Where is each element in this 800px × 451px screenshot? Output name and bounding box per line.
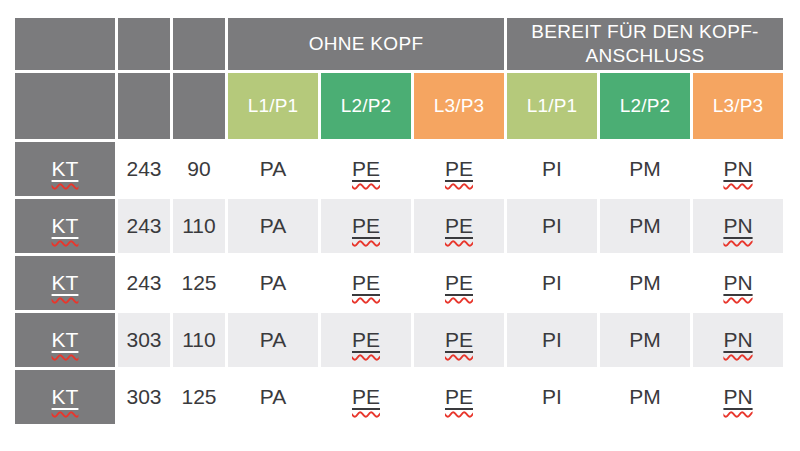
value-cell: PE xyxy=(414,142,504,196)
size-cell: 243 xyxy=(118,199,170,253)
table-row: KT 243 90 PA PE PE PI PM PN xyxy=(15,142,783,196)
value-cell: PM xyxy=(600,313,690,367)
value-cell: PE xyxy=(321,199,411,253)
size-cell: 125 xyxy=(173,256,225,310)
spellcheck-underline: PN xyxy=(723,328,752,351)
empty-header-cell xyxy=(15,18,115,70)
subheader-l3-p3-ohne: L3/P3 xyxy=(414,73,504,139)
value-cell: PN xyxy=(693,256,783,310)
value-cell: PN xyxy=(693,370,783,424)
value-cell: PE xyxy=(414,199,504,253)
subheader-l2-p2-bereit: L2/P2 xyxy=(600,73,690,139)
table-row: KT 303 125 PA PE PE PI PM PN xyxy=(15,370,783,424)
empty-header-cell xyxy=(118,73,170,139)
spellcheck-underline: PN xyxy=(723,214,752,237)
value-cell: PE xyxy=(414,370,504,424)
spellcheck-underline: PE xyxy=(352,157,380,180)
value-cell: PI xyxy=(507,256,597,310)
size-cell: 125 xyxy=(173,370,225,424)
size-cell: 243 xyxy=(118,256,170,310)
header-group-row: OHNE KOPF BEREIT FÜR DEN KOPF-ANSCHLUSS xyxy=(15,18,783,70)
spellcheck-underline: KT xyxy=(52,385,79,408)
value-cell: PI xyxy=(507,142,597,196)
spellcheck-underline: KT xyxy=(52,328,79,351)
spellcheck-underline: PE xyxy=(445,157,473,180)
spellcheck-underline: PE xyxy=(352,271,380,294)
spellcheck-underline: PE xyxy=(445,385,473,408)
subheader-l2-p2-ohne: L2/P2 xyxy=(321,73,411,139)
spellcheck-underline: PE xyxy=(445,328,473,351)
subheader-l1-p1-ohne: L1/P1 xyxy=(228,73,318,139)
spellcheck-underline: PE xyxy=(352,385,380,408)
value-cell: PI xyxy=(507,199,597,253)
value-cell: PE xyxy=(321,142,411,196)
value-cell: PM xyxy=(600,256,690,310)
row-label-cell: KT xyxy=(15,370,115,424)
page-canvas: OHNE KOPF BEREIT FÜR DEN KOPF-ANSCHLUSS … xyxy=(0,0,800,451)
table-row: KT 243 125 PA PE PE PI PM PN xyxy=(15,256,783,310)
spellcheck-underline: PE xyxy=(352,328,380,351)
empty-header-cell xyxy=(173,73,225,139)
value-cell: PA xyxy=(228,142,318,196)
table-row: KT 303 110 PA PE PE PI PM PN xyxy=(15,313,783,367)
empty-header-cell xyxy=(15,73,115,139)
row-label-cell: KT xyxy=(15,142,115,196)
empty-header-cell xyxy=(173,18,225,70)
spellcheck-underline: PN xyxy=(723,271,752,294)
size-cell: 303 xyxy=(118,313,170,367)
row-label-cell: KT xyxy=(15,256,115,310)
size-cell: 110 xyxy=(173,199,225,253)
spellcheck-underline: PN xyxy=(723,385,752,408)
size-cell: 243 xyxy=(118,142,170,196)
value-cell: PI xyxy=(507,313,597,367)
size-cell: 303 xyxy=(118,370,170,424)
spellcheck-underline: PE xyxy=(445,271,473,294)
spellcheck-underline: KT xyxy=(52,214,79,237)
value-cell: PI xyxy=(507,370,597,424)
row-label-cell: KT xyxy=(15,313,115,367)
value-cell: PA xyxy=(228,370,318,424)
value-cell: PN xyxy=(693,142,783,196)
value-cell: PM xyxy=(600,142,690,196)
value-cell: PE xyxy=(414,256,504,310)
subheader-row: L1/P1 L2/P2 L3/P3 L1/P1 L2/P2 L3/P3 xyxy=(15,73,783,139)
value-cell: PA xyxy=(228,313,318,367)
value-cell: PN xyxy=(693,313,783,367)
column-group-header-ohne-kopf: OHNE KOPF xyxy=(228,18,504,70)
column-group-header-bereit-kopf-anschluss: BEREIT FÜR DEN KOPF-ANSCHLUSS xyxy=(507,18,783,70)
size-cell: 90 xyxy=(173,142,225,196)
spellcheck-underline: KT xyxy=(52,157,79,180)
value-cell: PM xyxy=(600,370,690,424)
value-cell: PA xyxy=(228,256,318,310)
product-code-table: OHNE KOPF BEREIT FÜR DEN KOPF-ANSCHLUSS … xyxy=(12,15,786,427)
subheader-l3-p3-bereit: L3/P3 xyxy=(693,73,783,139)
spellcheck-underline: PE xyxy=(445,214,473,237)
value-cell: PE xyxy=(321,256,411,310)
value-cell: PN xyxy=(693,199,783,253)
row-label-cell: KT xyxy=(15,199,115,253)
size-cell: 110 xyxy=(173,313,225,367)
subheader-l1-p1-bereit: L1/P1 xyxy=(507,73,597,139)
value-cell: PA xyxy=(228,199,318,253)
empty-header-cell xyxy=(118,18,170,70)
value-cell: PE xyxy=(321,370,411,424)
table-row: KT 243 110 PA PE PE PI PM PN xyxy=(15,199,783,253)
spellcheck-underline: PN xyxy=(723,157,752,180)
spellcheck-underline: PE xyxy=(352,214,380,237)
value-cell: PE xyxy=(414,313,504,367)
value-cell: PE xyxy=(321,313,411,367)
spellcheck-underline: KT xyxy=(52,271,79,294)
value-cell: PM xyxy=(600,199,690,253)
